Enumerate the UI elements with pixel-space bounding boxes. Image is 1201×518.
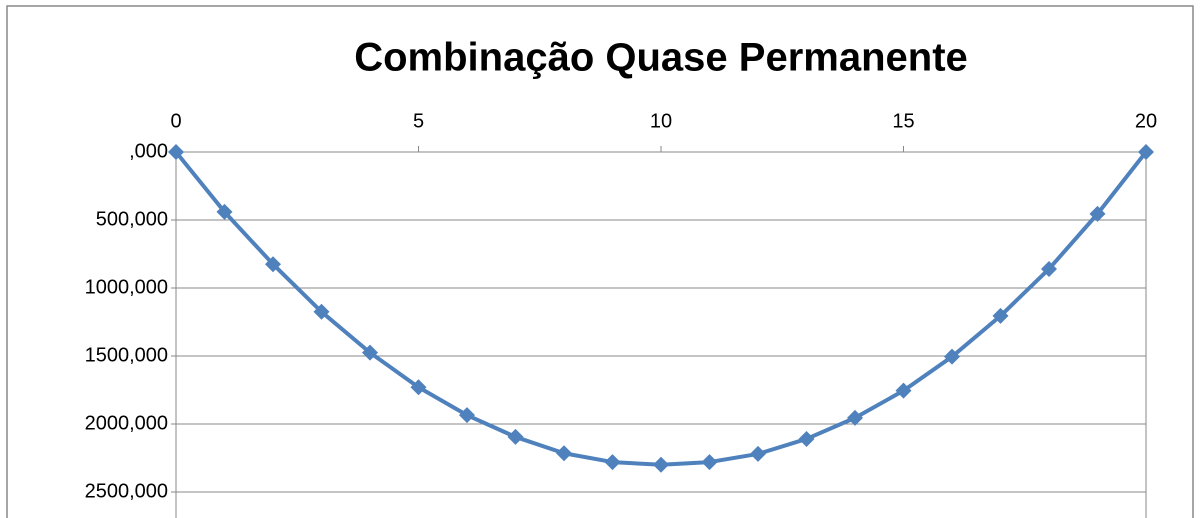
x-tick-label: 10 — [650, 110, 672, 132]
marker — [750, 445, 766, 462]
marker — [944, 348, 960, 365]
marker — [653, 456, 669, 473]
marker — [1138, 144, 1154, 160]
marker — [992, 307, 1009, 324]
marker — [1041, 260, 1057, 277]
chart-title: Combinação Quase Permanente — [354, 36, 968, 80]
marker — [895, 382, 912, 399]
marker — [410, 379, 427, 396]
x-tick-label: 20 — [1135, 110, 1157, 132]
y-tick-label: 500,000 — [96, 208, 168, 230]
marker — [265, 256, 281, 273]
y-tick-label: 2500,000 — [85, 480, 168, 502]
marker — [362, 344, 378, 361]
marker — [604, 454, 621, 471]
x-tick-label: 15 — [892, 110, 914, 132]
marker — [313, 303, 330, 320]
x-tick-label: 5 — [413, 110, 424, 132]
marker — [701, 454, 718, 471]
marker — [1089, 205, 1106, 222]
marker — [798, 430, 815, 447]
marker — [556, 445, 572, 462]
y-tick-label: 2000,000 — [85, 412, 168, 434]
chart-border — [6, 5, 1194, 518]
y-tick-label: ,000 — [129, 140, 168, 162]
marker — [507, 428, 524, 445]
marker — [459, 407, 475, 424]
marker — [216, 203, 233, 220]
marker — [847, 409, 863, 426]
x-tick-label: 0 — [170, 110, 181, 132]
y-tick-label: 1500,000 — [85, 344, 168, 366]
y-tick-label: 1000,000 — [85, 276, 168, 298]
marker — [168, 144, 184, 160]
